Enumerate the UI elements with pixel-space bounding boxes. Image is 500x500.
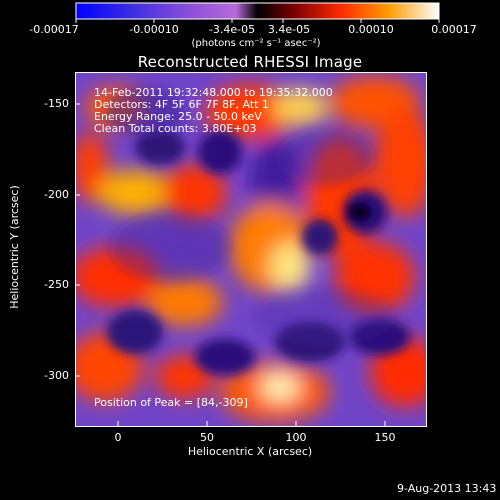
- colorbar-tick-3: -3.4e-05: [208, 23, 256, 36]
- x-tick-1: 0: [114, 431, 122, 444]
- colorbar-tick-6: 0.00017: [431, 23, 477, 36]
- plot-title: Reconstructed RHESSI Image: [137, 53, 363, 71]
- colorbar-tick-4: 3.4e-05: [267, 23, 311, 36]
- y-tick-1: -150: [44, 97, 69, 110]
- colorbar-tick-2: -0.00010: [129, 23, 179, 36]
- energy-range: Energy Range: 25.0 - 50.0 keV: [94, 110, 262, 123]
- y-axis-label: Heliocentric Y (arcsec): [8, 185, 21, 309]
- reconstructed-image: [75, 72, 427, 427]
- x-tick-2: 50: [200, 431, 214, 444]
- clean-total-counts: Clean Total counts: 3.80E+03: [94, 122, 257, 135]
- y-tick-4: -300: [44, 369, 69, 382]
- colorbar-tick-5: 0.00010: [348, 23, 394, 36]
- x-tick-4: 150: [374, 431, 396, 444]
- x-axis-label: Heliocentric X (arcsec): [187, 445, 313, 458]
- colorbar-tick-1: -0.00017: [29, 23, 79, 36]
- time-range: 14-Feb-2011 19:32:48.000 to 19:35:32.000: [94, 86, 333, 99]
- peak-position: Position of Peak = [84,-309]: [94, 396, 248, 409]
- y-tick-3: -250: [44, 278, 69, 291]
- x-tick-3: 100: [285, 431, 307, 444]
- y-tick-2: -200: [44, 188, 69, 201]
- detectors: Detectors: 4F 5F 6F 7F 8F, Att 1: [94, 98, 269, 111]
- colorbar: [75, 2, 440, 23]
- colorbar-unit-label: (photons cm⁻² s⁻¹ asec⁻²): [191, 38, 321, 49]
- footer-timestamp: 9-Aug-2013 13:43: [397, 482, 497, 495]
